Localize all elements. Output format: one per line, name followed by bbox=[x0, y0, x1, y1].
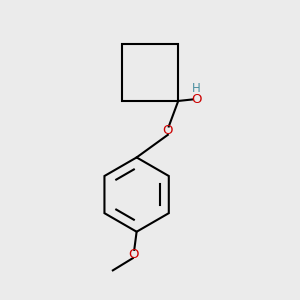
Text: O: O bbox=[128, 248, 139, 260]
Text: H: H bbox=[192, 82, 201, 95]
Text: O: O bbox=[192, 93, 202, 106]
Text: O: O bbox=[163, 124, 173, 137]
